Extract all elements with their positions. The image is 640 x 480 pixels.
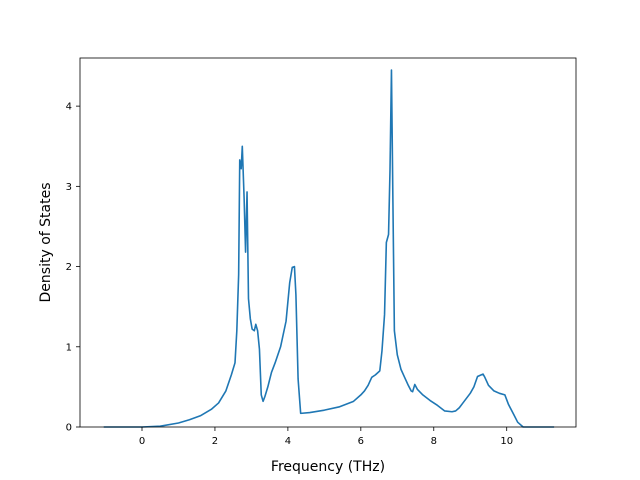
- x-tick-label: 0: [139, 436, 145, 447]
- y-tick-label: 1: [66, 342, 72, 353]
- plot-area: [103, 69, 555, 428]
- y-axis-ticks: 0 1 2 3 4: [66, 102, 80, 434]
- series-line-0: [103, 69, 555, 428]
- y-tick-label: 0: [66, 423, 72, 434]
- x-axis-label: Frequency (THz): [271, 459, 385, 475]
- x-axis-ticks: 0 2 4 6 8 10: [139, 427, 513, 447]
- x-tick-label: 4: [285, 436, 291, 447]
- x-tick-label: 6: [358, 436, 364, 447]
- axes-frame: [79, 57, 577, 428]
- x-tick-label: 2: [212, 436, 218, 447]
- y-tick-label: 2: [66, 262, 72, 273]
- y-tick-label: 4: [66, 102, 72, 113]
- x-tick-label: 8: [431, 436, 437, 447]
- y-tick-label: 3: [66, 182, 72, 193]
- y-axis-label: Density of States: [38, 183, 54, 303]
- x-tick-label: 10: [500, 436, 513, 447]
